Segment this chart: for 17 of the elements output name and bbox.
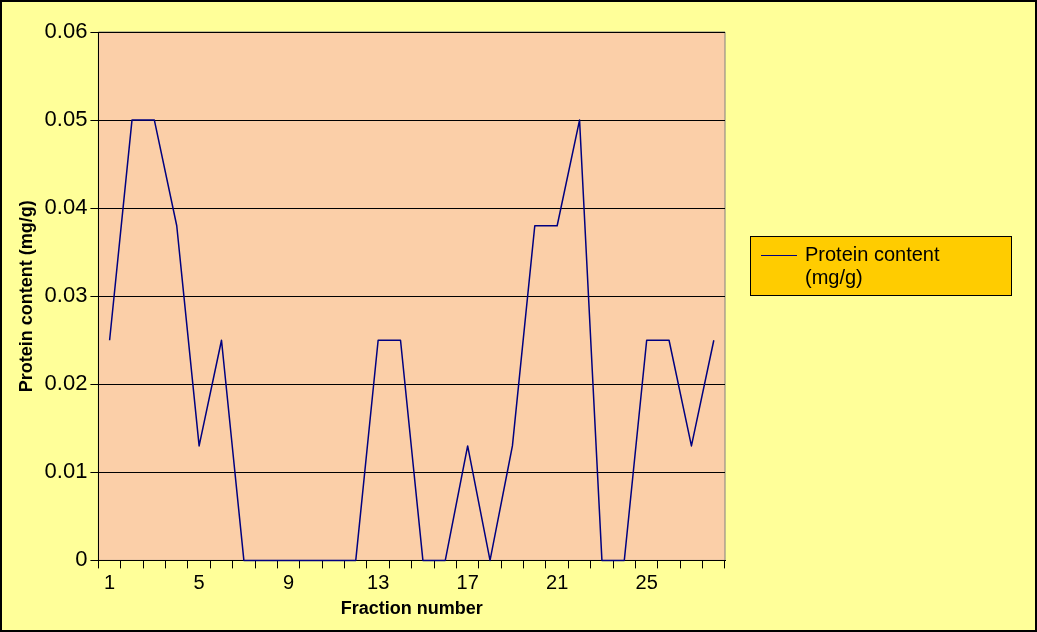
x-tick-label: 5 [193, 570, 205, 593]
x-tick-label: 1 [104, 570, 116, 593]
x-tick-label: 25 [635, 570, 658, 593]
legend-label: Protein content (mg/g) [805, 243, 941, 290]
y-tick-label: 0.02 [44, 370, 88, 396]
x-tick-label: 17 [456, 570, 479, 593]
y-tick-label: 0 [75, 546, 88, 572]
y-tick-label: 0.04 [44, 194, 88, 220]
y-tick-label: 0.06 [44, 18, 88, 44]
y-tick-label: 0.01 [44, 458, 88, 484]
y-tick-label: 0.05 [44, 106, 88, 132]
y-tick-label: 0.03 [44, 282, 88, 308]
x-tick-label: 13 [367, 570, 390, 593]
y-axis-title: Protein content (mg/g) [15, 200, 36, 393]
x-tick-label: 21 [546, 570, 569, 593]
x-tick-label: 9 [283, 570, 295, 593]
x-axis-title: Fraction number [340, 598, 483, 619]
